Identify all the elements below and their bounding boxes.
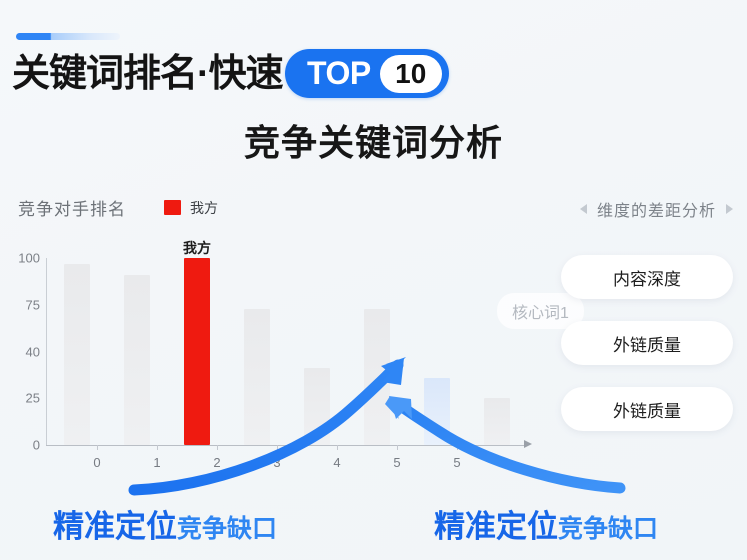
dimension-card-label: 外链质量 [613,335,681,355]
bar [364,308,390,445]
x-axis-tick: 4 [333,455,341,470]
y-axis-tick: 25 [25,390,40,406]
keyword-pill: 核心词1 [497,293,584,329]
competitor-rank-label: 竞争对手排名 [18,200,126,219]
y-axis-tick: 100 [18,250,40,266]
caption-left-sub: 竞争缺口 [177,515,278,543]
x-axis-tick-mark [277,445,278,450]
top-badge-count: 10 [379,54,442,93]
caret-left-icon[interactable] [579,204,587,214]
bar [64,263,90,445]
x-axis-tick: 1 [153,455,161,470]
dimension-card-label: 内容深度 [613,269,681,289]
chart-header: 竞争对手排名 我方 [18,195,218,220]
x-axis-tick-mark [97,445,98,450]
caption-right-sub: 竞争缺口 [558,515,659,543]
y-axis-tick: 75 [25,297,40,313]
dimension-card[interactable]: 外链质量 [561,321,733,365]
x-axis-tick: 5 [453,455,461,470]
chart-legend: 我方 [164,198,218,218]
accent-progress-bar [16,33,120,40]
caption-left-strong: 精准定位 [53,509,177,544]
y-axis-line [46,258,47,445]
x-axis-tick-mark [457,445,458,450]
bar [304,368,330,445]
page-title: 竞争关键词分析 [243,122,503,163]
dimension-header: 维度的差距分析 [579,197,733,221]
bar [484,398,510,445]
bar [124,274,150,445]
legend-swatch-icon [164,200,181,215]
dimension-cards: 内容深度 外链质量 外链质量 [561,255,733,431]
caption-right-strong: 精准定位 [434,509,558,544]
legend-label: 我方 [190,199,218,216]
x-axis-tick: 0 [93,455,101,470]
x-axis-line [46,445,526,446]
caption-left: 精准定位 竞争缺口 [53,501,277,546]
top-badge-label: TOP [307,55,371,91]
y-axis-tick: 40 [25,344,40,359]
x-axis-tick-mark [157,445,158,450]
x-axis-tick: 3 [273,455,281,470]
dimension-card[interactable]: 外链质量 [561,387,733,431]
headline-text: 关键词排名·快速 [12,53,284,95]
bar-highlight [184,258,210,445]
bar [424,377,450,445]
x-axis-tick: 5 [393,455,401,470]
caption-right: 精准定位 竞争缺口 [434,501,658,546]
top-badge: TOP 10 [285,49,449,98]
y-axis: 100 75 40 25 0 [0,250,40,453]
x-axis-tick-mark [337,445,338,450]
x-axis-tick-mark [397,445,398,450]
x-axis-tick-mark [217,445,218,450]
chart-plot-area: 我方 [47,240,527,445]
y-axis-tick: 0 [32,437,40,453]
bar [244,308,270,445]
dimension-card[interactable]: 内容深度 [561,255,733,299]
x-axis-tick: 2 [213,455,221,470]
caret-right-icon[interactable] [726,204,733,214]
bar-chart: 100 75 40 25 0 我方 0 1 2 3 4 5 5 [0,240,560,470]
bar-annotation-label: 我方 [183,240,211,256]
dimension-header-label: 维度的差距分析 [596,203,716,220]
headline: 关键词排名·快速 [12,47,284,101]
dimension-card-label: 外链质量 [613,401,681,421]
